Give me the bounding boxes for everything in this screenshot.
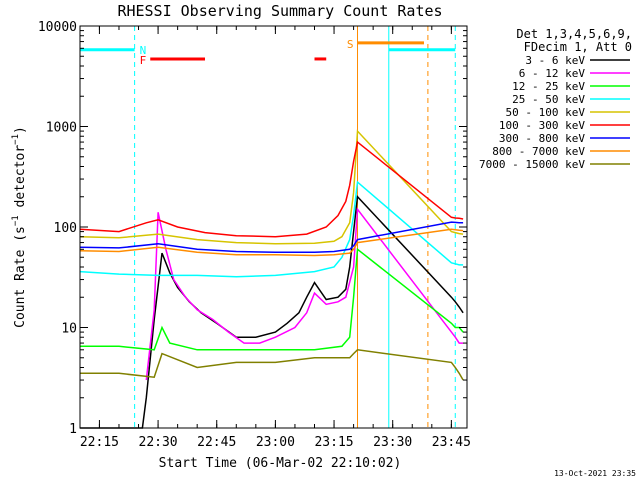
annotation-label: F bbox=[140, 54, 147, 67]
legend-label: 50 - 100 keV bbox=[506, 106, 586, 119]
x-axis: 22:15 22:30 22:45 23:00 23:15 23:30 23:45 bbox=[80, 26, 471, 450]
legend-header: Det 1,3,4,5,6,9, bbox=[516, 27, 632, 41]
series-line bbox=[79, 221, 464, 254]
y-tick-label: 100 bbox=[54, 221, 77, 236]
series-line bbox=[79, 180, 464, 278]
legend-label: 3 - 6 keV bbox=[525, 54, 585, 67]
y-tick-label: 1 bbox=[69, 422, 77, 437]
x-axis-label: Start Time (06-Mar-02 22:10:02) bbox=[159, 456, 402, 471]
series-line bbox=[79, 247, 464, 351]
footer-timestamp: 13-Oct-2021 23:35 bbox=[554, 469, 636, 478]
legend-label: 300 - 800 keV bbox=[499, 132, 585, 145]
series-line bbox=[79, 194, 464, 429]
x-tick-label: 23:45 bbox=[432, 435, 471, 450]
series-line bbox=[145, 207, 464, 381]
chart-title: RHESSI Observing Summary Count Rates bbox=[117, 2, 442, 20]
annotations: NF S bbox=[140, 38, 354, 67]
x-tick-label: 22:15 bbox=[80, 435, 119, 450]
x-tick-label: 22:45 bbox=[197, 435, 236, 450]
y-tick-label: 10 bbox=[61, 322, 77, 337]
series-line bbox=[79, 129, 464, 245]
x-tick-label: 22:30 bbox=[139, 435, 178, 450]
legend-label: 100 - 300 keV bbox=[499, 119, 585, 132]
series-line bbox=[79, 140, 464, 238]
x-tick-label: 23:30 bbox=[373, 435, 412, 450]
legend-label: 7000 - 15000 keV bbox=[479, 158, 585, 171]
legend-label: 800 - 7000 keV bbox=[492, 145, 585, 158]
vertical-markers bbox=[79, 26, 456, 428]
legend: Det 1,3,4,5,6,9,FDecim 1, Att 03 - 6 keV… bbox=[479, 27, 632, 171]
annotation-label: N bbox=[140, 44, 147, 57]
y-tick-label: 1000 bbox=[46, 121, 77, 136]
series-line bbox=[79, 349, 464, 381]
legend-label: 12 - 25 keV bbox=[512, 80, 585, 93]
series-line bbox=[79, 228, 464, 257]
x-tick-label: 23:15 bbox=[314, 435, 353, 450]
annotation-label: S bbox=[347, 38, 354, 51]
legend-label: 6 - 12 keV bbox=[519, 67, 586, 80]
legend-header: FDecim 1, Att 0 bbox=[524, 40, 632, 54]
data-series bbox=[79, 129, 464, 429]
status-segments bbox=[80, 41, 456, 61]
x-tick-label: 23:00 bbox=[256, 435, 295, 450]
y-tick-label: 10000 bbox=[38, 20, 77, 35]
y-axis-label: Count Rate (s−1 detector−1) bbox=[11, 126, 28, 328]
y-axis: 1 10 100 1000 10000 bbox=[38, 20, 467, 437]
legend-label: 25 - 50 keV bbox=[512, 93, 585, 106]
